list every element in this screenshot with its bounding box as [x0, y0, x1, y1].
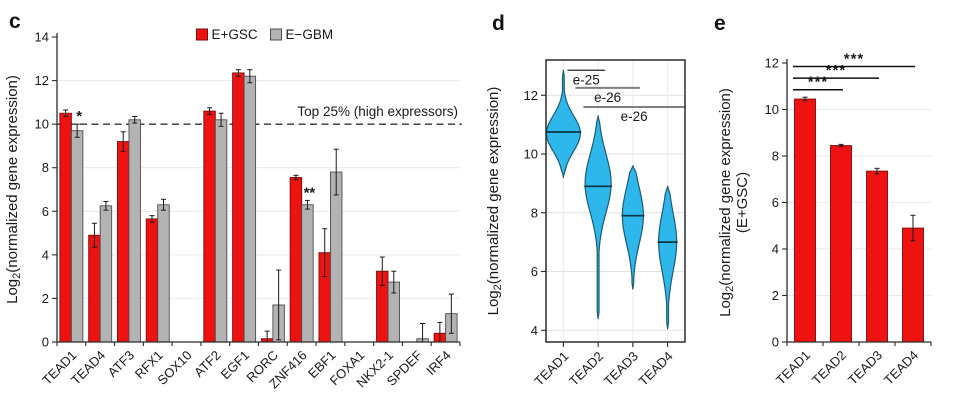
bar-EBF1-E−GBM — [330, 171, 343, 343]
panel-label-c: c — [9, 10, 21, 33]
legend: E+GSC E−GBM — [196, 27, 334, 42]
violin-TEAD3 — [621, 165, 644, 290]
y-tick-label-8: 8 — [531, 205, 538, 220]
y-tick-label-8: 8 — [42, 160, 49, 175]
y-axis-title: Log2(normalized gene expression) — [4, 75, 23, 304]
x-tick-label-IRF4: IRF4 — [423, 348, 454, 379]
bar-ZNF416-E+GSC — [289, 177, 303, 343]
legend-swatch-E−GBM — [270, 28, 282, 41]
y-tick-label-12: 12 — [35, 73, 49, 88]
legend-item-E−GBM: E−GBM — [270, 27, 334, 42]
comparison-label-2: e-26 — [621, 109, 648, 124]
violin-TEAD2 — [584, 115, 612, 320]
panel-c-grouped-bar-chart: Top 25% (high expressors)02468101214TEAD… — [4, 27, 462, 391]
y-axis-title: Log2(normalized gene expression) — [485, 87, 504, 316]
comparison-label-0: e-25 — [573, 72, 600, 87]
bar-TEAD1-E+GSC — [59, 112, 72, 343]
x-tick-label-TEAD3: TEAD3 — [601, 349, 641, 389]
y-tick-label-0: 0 — [772, 335, 779, 350]
legend-label-E+GSC: E+GSC — [212, 27, 258, 42]
bar-EGF1-E+GSC — [232, 72, 245, 343]
y-tick-label-14: 14 — [35, 30, 49, 45]
bar-TEAD4-E+GSC — [88, 234, 101, 343]
bar-ZNF416-E−GBM — [301, 204, 314, 343]
bar-ATF3-E−GBM — [128, 119, 141, 343]
y-tick-label-4: 4 — [531, 323, 538, 338]
y-axis-title: Log2(normalized gene expression) — [717, 88, 736, 317]
bar-RFX1-E+GSC — [145, 218, 159, 343]
x-tick-label-TEAD4: TEAD4 — [881, 348, 921, 388]
panel-e-bar-chart: 024681012TEAD1TEAD2TEAD3TEAD4*********Lo… — [717, 50, 932, 388]
x-tick-label-TEAD3: TEAD3 — [845, 348, 885, 388]
y-tick-label-2: 2 — [42, 291, 49, 306]
x-tick-label-ATF3: ATF3 — [105, 348, 137, 380]
y-axis-title-line2: (E+GSC) — [734, 172, 751, 233]
bar-TEAD3-E+GSC — [866, 170, 888, 343]
panel-label-e: e — [714, 12, 726, 35]
bar-EGF1-E−GBM — [243, 75, 257, 343]
x-tick-label-TEAD1: TEAD1 — [531, 349, 571, 389]
x-tick-label-TEAD2: TEAD2 — [809, 348, 849, 388]
legend-swatch-E+GSC — [196, 28, 208, 41]
y-tick-label-0: 0 — [42, 335, 49, 350]
y-tick-label-6: 6 — [531, 264, 538, 279]
threshold-label: Top 25% (high expressors) — [297, 104, 458, 119]
bar-TEAD4-E−GBM — [99, 205, 113, 343]
bar-TEAD1-E+GSC — [794, 98, 816, 343]
y-tick-label-4: 4 — [42, 247, 49, 262]
legend-item-E+GSC: E+GSC — [196, 27, 258, 42]
panel-label-d: d — [492, 12, 505, 35]
y-tick-label-2: 2 — [772, 288, 779, 303]
bar-RFX1-E−GBM — [157, 204, 170, 343]
y-tick-label-4: 4 — [772, 242, 779, 257]
bar-TEAD1-E−GBM — [70, 130, 84, 343]
x-tick-label-TEAD1: TEAD1 — [773, 348, 813, 388]
x-tick-label-TEAD2: TEAD2 — [566, 349, 606, 389]
y-tick-label-6: 6 — [42, 204, 49, 219]
y-tick-label-10: 10 — [524, 147, 538, 162]
x-tick-label-ATF2: ATF2 — [191, 348, 223, 380]
bar-ATF2-E−GBM — [214, 119, 228, 343]
comparison-label-1: e-26 — [594, 90, 621, 105]
x-tick-label-TEAD4: TEAD4 — [636, 349, 676, 389]
bar-ATF3-E+GSC — [117, 141, 130, 343]
y-tick-label-10: 10 — [35, 117, 49, 132]
violin-TEAD1 — [545, 69, 581, 179]
plot-frame — [545, 59, 686, 343]
bar-TEAD4-E+GSC — [902, 227, 924, 343]
bar-TEAD2-E+GSC — [830, 145, 852, 343]
violin-TEAD4 — [658, 185, 678, 330]
y-tick-label-12: 12 — [765, 56, 779, 71]
y-tick-label-6: 6 — [772, 195, 779, 210]
y-tick-label-12: 12 — [524, 88, 538, 103]
legend-label-E−GBM: E−GBM — [286, 27, 334, 42]
significance-ZNF416: ** — [304, 184, 316, 201]
y-tick-label-10: 10 — [765, 102, 779, 117]
significance-TEAD1: * — [76, 108, 82, 125]
comparison-label-2: *** — [844, 50, 865, 67]
y-tick-label-8: 8 — [772, 149, 779, 164]
bar-ATF2-E+GSC — [203, 110, 216, 343]
